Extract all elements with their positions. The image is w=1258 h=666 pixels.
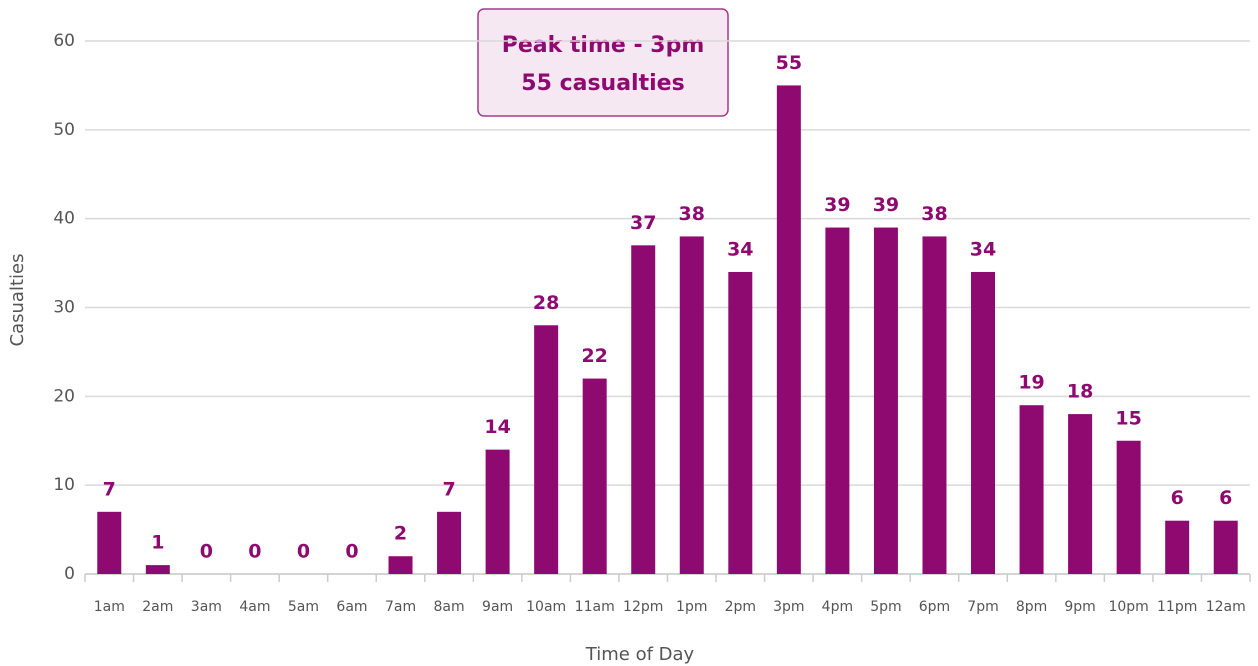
y-tick-label: 10 <box>53 475 75 495</box>
x-tick-label: 1am <box>94 599 125 615</box>
value-label: 0 <box>248 541 261 563</box>
bar <box>437 511 462 574</box>
value-label: 19 <box>1018 372 1044 394</box>
value-label: 34 <box>727 238 753 260</box>
value-label: 6 <box>1219 487 1232 509</box>
x-tick-label: 10am <box>526 599 566 615</box>
annotation-box <box>477 8 729 117</box>
value-label: 15 <box>1115 407 1141 429</box>
bar <box>97 511 122 574</box>
x-tick-label: 11pm <box>1157 599 1197 615</box>
value-label: 28 <box>533 292 559 314</box>
value-label: 39 <box>873 194 899 216</box>
y-tick-label: 50 <box>53 120 75 140</box>
bar <box>1019 405 1044 574</box>
x-tick-label: 10pm <box>1108 599 1148 615</box>
value-label: 39 <box>824 194 850 216</box>
value-label: 38 <box>679 203 705 225</box>
x-tick-label: 3pm <box>773 599 804 615</box>
bar <box>1116 440 1141 574</box>
x-tick-label: 3am <box>191 599 222 615</box>
x-tick-label: 12pm <box>623 599 663 615</box>
value-label: 7 <box>442 478 455 500</box>
bar <box>728 271 753 574</box>
value-label: 2 <box>394 523 407 545</box>
value-label: 6 <box>1171 487 1184 509</box>
x-tick-label: 6pm <box>919 599 950 615</box>
bar <box>679 236 704 574</box>
y-tick-label: 30 <box>53 298 75 318</box>
value-label: 18 <box>1067 381 1093 403</box>
bar <box>534 325 559 574</box>
x-tick-label: 9am <box>482 599 513 615</box>
value-label: 34 <box>970 238 996 260</box>
x-tick-label: 6am <box>336 599 367 615</box>
x-tick-label: 7am <box>385 599 416 615</box>
annotation-line: 55 casualties <box>521 71 684 96</box>
value-label: 22 <box>581 345 607 367</box>
bar <box>485 449 510 574</box>
y-tick-label: 60 <box>53 31 75 51</box>
value-label: 0 <box>297 541 310 563</box>
bar <box>1068 414 1093 574</box>
bar <box>1213 520 1238 574</box>
x-tick-label: 4pm <box>822 599 853 615</box>
y-axis-title: Casualties <box>7 254 28 347</box>
value-label: 37 <box>630 212 656 234</box>
value-label: 55 <box>776 52 802 74</box>
bar <box>1165 520 1190 574</box>
bar <box>631 245 656 575</box>
bar <box>145 565 170 574</box>
x-tick-label: 4am <box>239 599 270 615</box>
value-label: 1 <box>151 532 164 554</box>
bar <box>971 271 996 574</box>
bar <box>873 227 898 575</box>
x-tick-label: 5pm <box>870 599 901 615</box>
y-tick-label: 40 <box>53 209 75 229</box>
annotation-line: Peak time - 3pm <box>502 33 705 58</box>
x-tick-label: 7pm <box>967 599 998 615</box>
y-tick-label: 0 <box>64 564 75 584</box>
x-axis-title: Time of Day <box>585 644 695 665</box>
x-tick-label: 12am <box>1206 599 1246 615</box>
bar <box>388 556 413 574</box>
value-label: 7 <box>103 478 116 500</box>
value-label: 0 <box>345 541 358 563</box>
bar <box>582 378 607 574</box>
bar <box>825 227 850 575</box>
value-label: 0 <box>200 541 213 563</box>
x-tick-label: 8am <box>434 599 465 615</box>
x-tick-label: 5am <box>288 599 319 615</box>
value-label: 14 <box>484 416 510 438</box>
x-tick-label: 2am <box>142 599 173 615</box>
x-tick-label: 1pm <box>676 599 707 615</box>
value-label: 38 <box>921 203 947 225</box>
bar <box>922 236 947 574</box>
x-tick-label: 11am <box>575 599 615 615</box>
bar <box>776 85 801 575</box>
y-tick-label: 20 <box>53 386 75 406</box>
x-tick-label: 2pm <box>725 599 756 615</box>
x-tick-label: 9pm <box>1064 599 1095 615</box>
x-tick-label: 8pm <box>1016 599 1047 615</box>
